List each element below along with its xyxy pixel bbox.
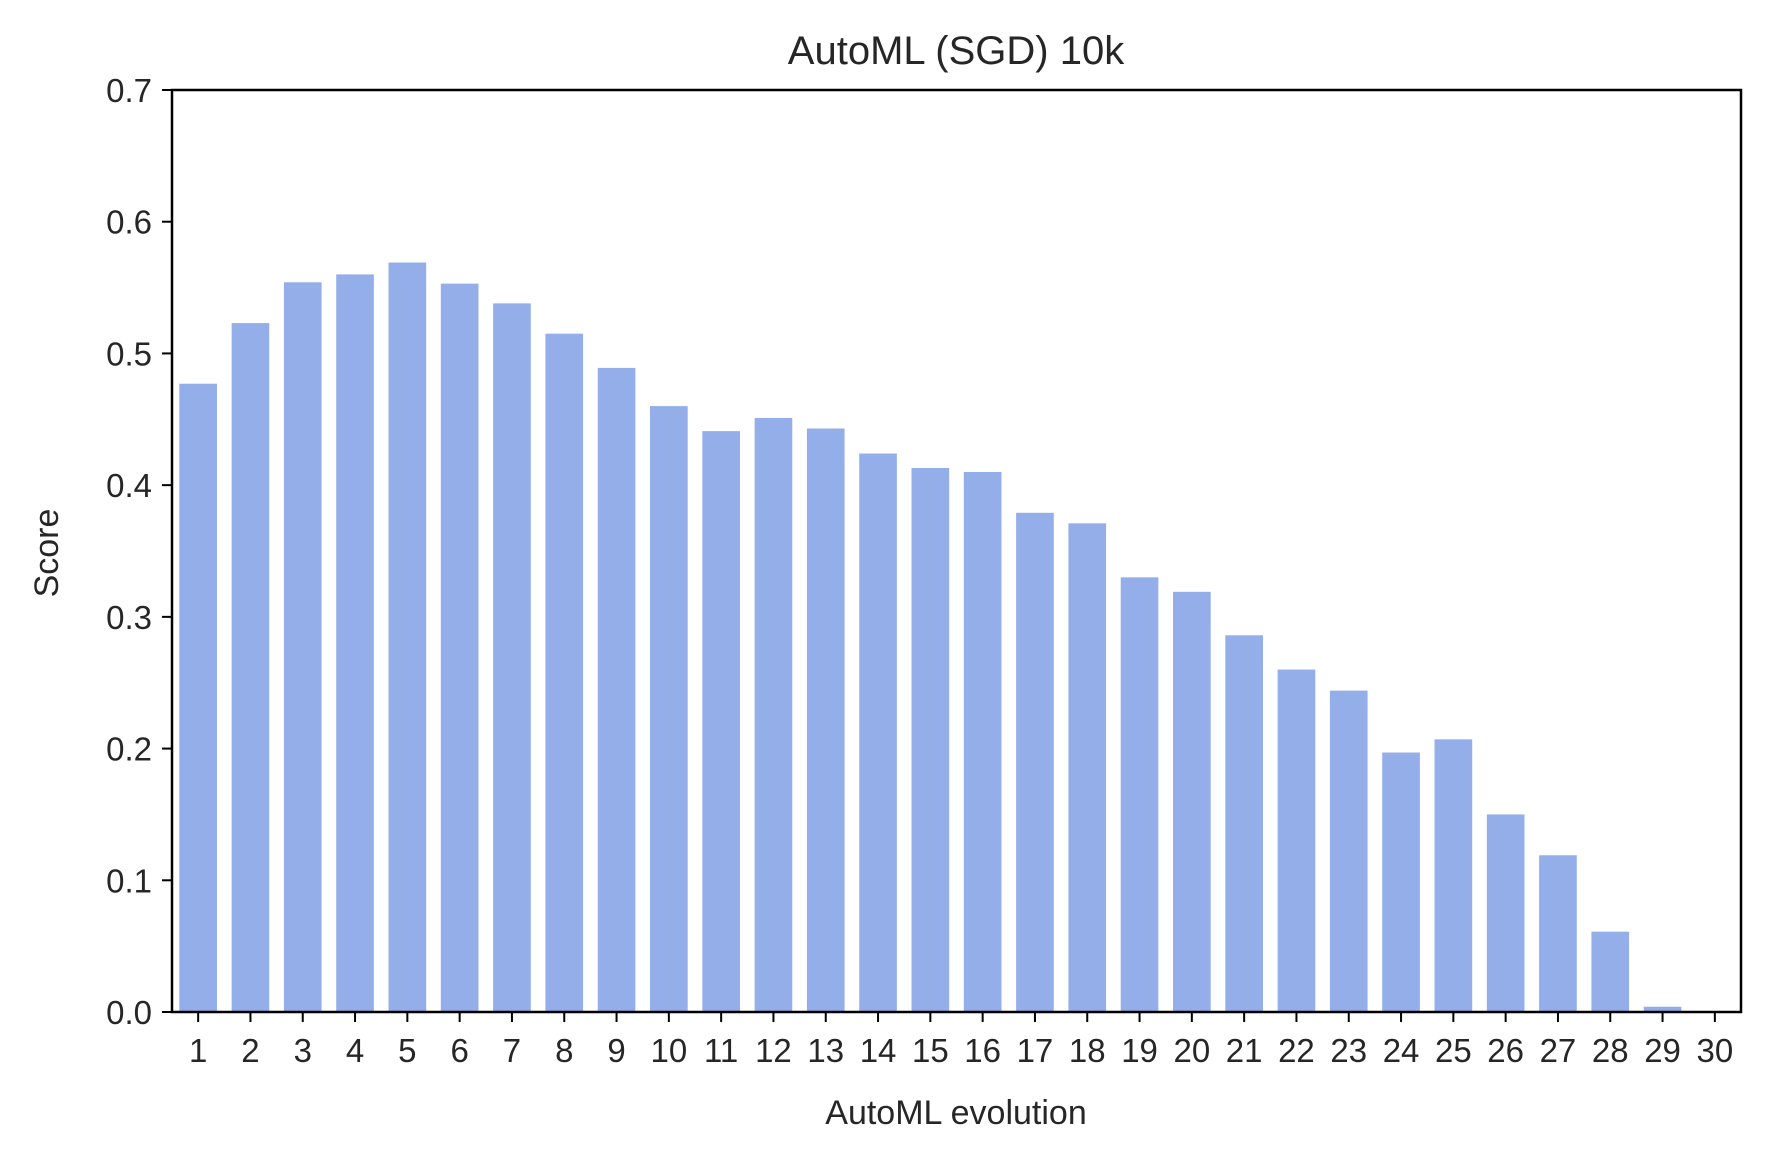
bar-21 bbox=[1225, 635, 1263, 1012]
x-tick-label: 3 bbox=[294, 1032, 312, 1069]
bar-13 bbox=[806, 428, 845, 1012]
y-tick-label: 0.7 bbox=[106, 72, 152, 109]
bar-28 bbox=[1591, 931, 1630, 1012]
x-tick-label: 5 bbox=[398, 1032, 416, 1069]
x-tick-label: 25 bbox=[1435, 1032, 1472, 1069]
y-tick-label: 0.0 bbox=[106, 994, 152, 1031]
bar-12 bbox=[754, 417, 793, 1013]
bar-9 bbox=[597, 367, 636, 1012]
y-tick-label: 0.1 bbox=[106, 862, 152, 899]
bar-24 bbox=[1382, 752, 1420, 1012]
plot-frame bbox=[170, 88, 1743, 1014]
x-tick-label: 16 bbox=[964, 1032, 1001, 1069]
x-tick-label: 4 bbox=[346, 1032, 364, 1069]
bar-29 bbox=[1643, 1006, 1682, 1012]
bar-6 bbox=[440, 283, 479, 1012]
x-tick-label: 18 bbox=[1069, 1032, 1106, 1069]
x-tick-label: 11 bbox=[704, 1032, 738, 1069]
x-axis-label: AutoML evolution bbox=[825, 1094, 1086, 1132]
x-tick-label: 9 bbox=[607, 1032, 625, 1069]
bar-17 bbox=[1016, 512, 1054, 1012]
x-tick-label: 20 bbox=[1173, 1032, 1210, 1069]
bar-27 bbox=[1539, 855, 1577, 1012]
x-tick-label: 2 bbox=[241, 1032, 259, 1069]
bar-19 bbox=[1120, 577, 1159, 1012]
y-axis: 0.0 0.1 0.2 0.3 0.4 0.5 0.6 0.7 bbox=[106, 72, 172, 1031]
x-tick-label: 23 bbox=[1330, 1032, 1367, 1069]
bar-3 bbox=[283, 282, 322, 1012]
bar-16 bbox=[963, 471, 1002, 1013]
bars-group bbox=[179, 262, 1682, 1013]
x-tick-label: 27 bbox=[1540, 1032, 1577, 1069]
x-tick-label: 26 bbox=[1487, 1032, 1524, 1069]
x-tick-label: 15 bbox=[912, 1032, 949, 1069]
bar-5 bbox=[388, 262, 427, 1012]
x-tick-label: 12 bbox=[755, 1032, 792, 1069]
bar-10 bbox=[650, 406, 688, 1012]
bar-25 bbox=[1434, 739, 1473, 1012]
y-tick-label: 0.3 bbox=[106, 599, 152, 636]
x-tick-label: 1 bbox=[189, 1032, 207, 1069]
x-tick-label: 19 bbox=[1121, 1032, 1158, 1069]
x-tick-label: 21 bbox=[1226, 1032, 1263, 1069]
y-tick-label: 0.5 bbox=[106, 335, 152, 372]
x-tick-label: 17 bbox=[1017, 1032, 1054, 1069]
x-tick-label: 29 bbox=[1644, 1032, 1681, 1069]
x-tick-label: 28 bbox=[1592, 1032, 1629, 1069]
bar-23 bbox=[1329, 690, 1368, 1012]
x-tick-label: 22 bbox=[1278, 1032, 1315, 1069]
bar-18 bbox=[1068, 523, 1107, 1012]
x-tick-label: 13 bbox=[807, 1032, 844, 1069]
x-tick-label: 24 bbox=[1383, 1032, 1420, 1069]
bar-15 bbox=[911, 468, 950, 1012]
bar-22 bbox=[1277, 669, 1316, 1012]
bar-4 bbox=[336, 274, 374, 1012]
bar-8 bbox=[545, 333, 584, 1012]
x-axis: 1 2 3 4 5 6 7 8 9 10 11 12 13 14 15 16 17 18 19 20 21 22 23 24 2… bbox=[189, 1012, 1733, 1069]
bar-2 bbox=[231, 323, 270, 1012]
y-tick-label: 0.2 bbox=[106, 731, 152, 768]
x-tick-label: 14 bbox=[860, 1032, 897, 1069]
x-tick-label: 8 bbox=[555, 1032, 573, 1069]
chart-title: AutoML (SGD) 10k bbox=[788, 29, 1125, 73]
x-tick-label: 6 bbox=[450, 1032, 468, 1069]
bar-20 bbox=[1173, 591, 1211, 1012]
bar-1 bbox=[179, 383, 217, 1013]
bar-11 bbox=[702, 431, 740, 1012]
y-axis-label: Score bbox=[28, 509, 66, 598]
x-tick-label: 10 bbox=[650, 1032, 687, 1069]
x-tick-label: 30 bbox=[1696, 1032, 1733, 1069]
bar-26 bbox=[1486, 814, 1525, 1012]
y-tick-label: 0.4 bbox=[106, 467, 152, 504]
bar-7 bbox=[493, 303, 531, 1012]
x-tick-label: 7 bbox=[503, 1032, 521, 1069]
bar-14 bbox=[859, 453, 897, 1012]
y-tick-label: 0.6 bbox=[106, 204, 152, 241]
